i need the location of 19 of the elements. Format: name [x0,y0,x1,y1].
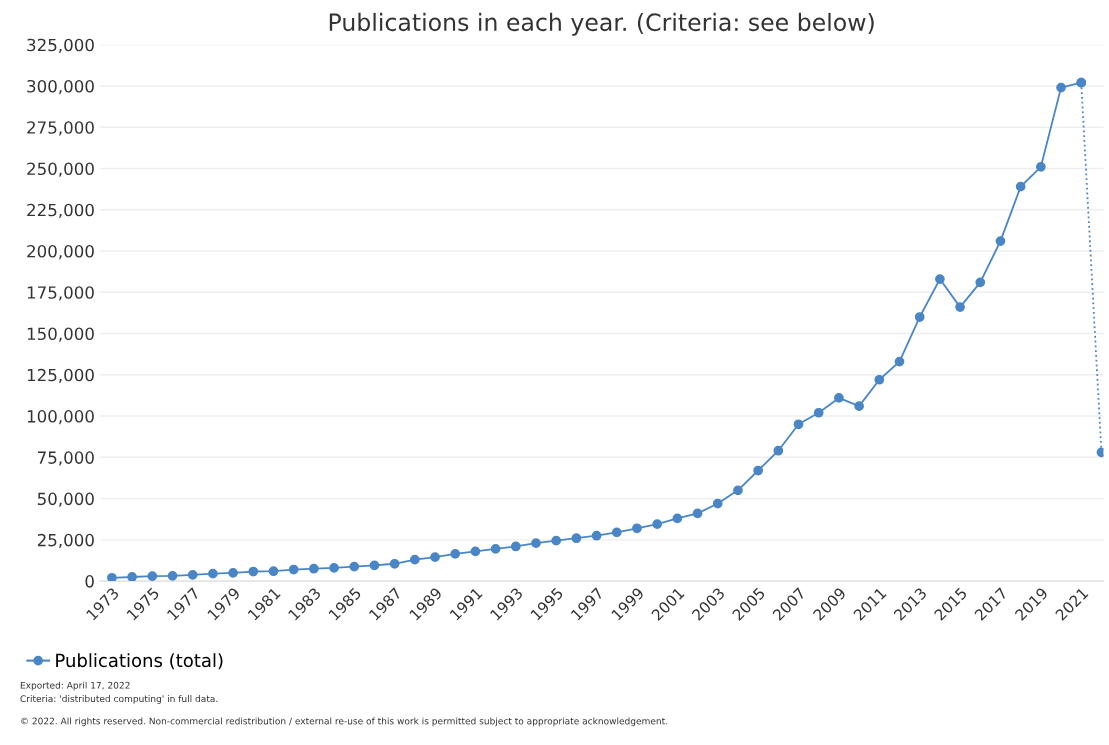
text: © 2022. All rights reserved. Non-commercial redistribution / external re-use of this work is permitted subject to appropriate acknowledgement. [21,717,668,727]
y-tick-label: 200,000 [27,244,94,260]
y-tick-label: 125,000 [27,368,94,384]
y-tick-label: 225,000 [27,203,94,219]
y-tick-label: 325,000 [27,38,94,53]
legend-label: Publications (total) [56,653,223,670]
y-tick-label: 275,000 [27,121,94,136]
y-tick-label: 300,000 [27,79,94,95]
y-tick-label: 75,000 [38,451,94,466]
y-tick-label: 250,000 [27,162,94,177]
text: Exported: April 17, 2022 [20,681,130,691]
y-tick-label: 100,000 [27,410,94,425]
chart-title: Publications in each year. (Criteria: see below) [329,12,874,36]
text: Criteria: 'distributed computing' in full data. [20,695,218,704]
y-tick-label: 50,000 [37,492,94,507]
y-tick-label: 150,000 [27,327,94,342]
y-tick-label: 0 [85,575,94,588]
y-tick-label: 175,000 [27,286,94,301]
y-tick-label: 25,000 [37,533,94,549]
